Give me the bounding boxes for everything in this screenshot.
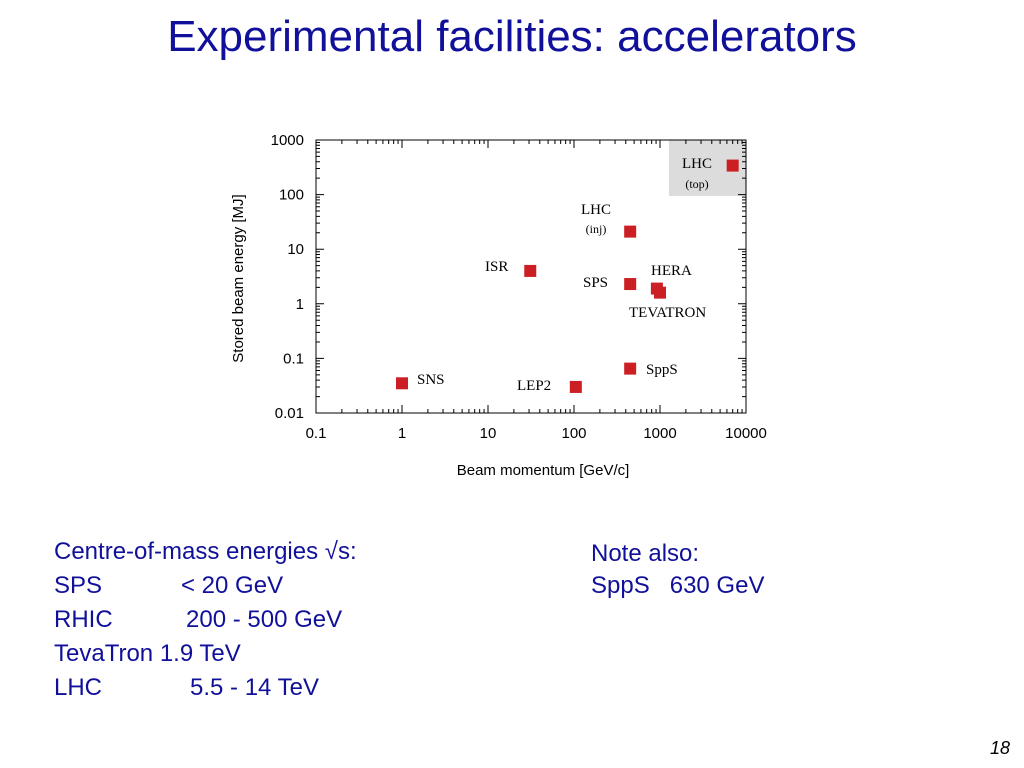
energies-heading: Centre-of-mass energies √s: <box>54 538 357 565</box>
point-annotation: (inj) <box>586 222 607 236</box>
point-annotation: ISR <box>485 259 508 275</box>
point-annotation: HERA <box>651 263 692 279</box>
note-also: Note also: SppS 630 GeV <box>591 538 764 602</box>
point-annotation: LEP2 <box>517 378 551 394</box>
energy-row: RHIC 200 - 500 GeV <box>54 603 357 637</box>
x-axis-label: Beam momentum [GeV/c] <box>457 462 630 479</box>
axis-ticks <box>315 140 747 414</box>
data-point <box>624 362 637 375</box>
data-point <box>569 380 582 393</box>
energy-row-name: TevaTron 1.9 TeV <box>54 640 241 667</box>
data-point <box>624 278 637 291</box>
point-annotation: TEVATRON <box>629 305 706 321</box>
point-annotation: SNS <box>417 372 445 388</box>
energy-row-name: LHC <box>54 674 103 701</box>
x-tick-label: 100 <box>561 425 586 442</box>
energy-row-value: 200 - 500 GeV <box>186 606 343 633</box>
x-tick-label: 10000 <box>725 425 767 442</box>
point-annotation: LHC <box>682 156 712 172</box>
plot-frame <box>315 139 747 414</box>
energy-row-name: SPS <box>54 572 103 599</box>
page-number: 18 <box>989 738 1010 758</box>
data-point <box>396 377 408 390</box>
slide-title: Experimental facilities: accelerators <box>167 12 857 61</box>
note-also-line: SppS 630 GeV <box>591 572 765 599</box>
point-annotation: SppS <box>646 362 678 378</box>
data-point <box>726 159 739 172</box>
point-annotation: (top) <box>685 177 708 191</box>
note-also-heading: Note also: <box>591 540 700 567</box>
data-point <box>654 286 666 299</box>
energy-row-value: 5.5 - 14 TeV <box>190 674 319 701</box>
y-tick-label: 100 <box>279 187 304 204</box>
y-tick-label: 1000 <box>271 132 304 149</box>
point-annotation: LHC <box>581 202 611 218</box>
energy-row: SPS < 20 GeV <box>54 569 357 603</box>
energy-row: TevaTron 1.9 TeV <box>54 637 357 671</box>
scatter-chart: 0.1 1 10 100 1000 100000.010.11101001000Beam … <box>230 132 767 479</box>
x-tick-label: 1 <box>398 425 406 442</box>
data-point <box>524 264 537 277</box>
y-tick-label: 0.1 <box>283 350 304 367</box>
energy-row-value: < 20 GeV <box>181 572 284 599</box>
x-tick-label: 1000 <box>643 425 676 442</box>
y-axis-label: Stored beam energy [MJ] <box>230 194 247 362</box>
x-tick-label: 0.1 <box>306 425 327 442</box>
point-annotation: SPS <box>583 275 608 291</box>
y-tick-label: 1 <box>296 296 304 313</box>
energy-row: LHC 5.5 - 14 TeV <box>54 671 357 705</box>
x-tick-label: 10 <box>480 425 497 442</box>
data-point <box>624 225 637 238</box>
energy-row-name: RHIC <box>54 606 113 633</box>
energies-note: Centre-of-mass energies √s: SPS < 20 GeV… <box>54 535 357 705</box>
y-tick-label: 0.01 <box>275 405 304 422</box>
y-tick-label: 10 <box>287 241 304 258</box>
